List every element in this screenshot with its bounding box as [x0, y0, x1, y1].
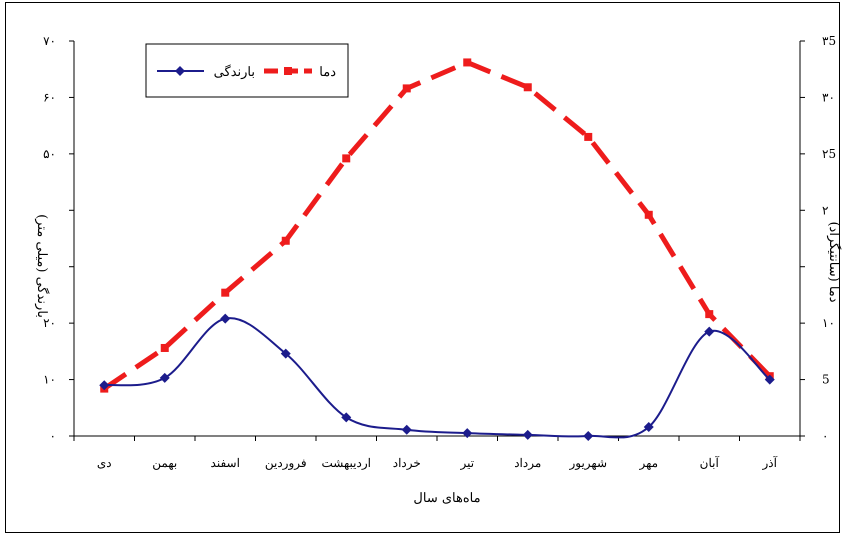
x-tick-label: مهر	[638, 456, 658, 470]
x-tick-label: تیر	[459, 456, 474, 470]
temperature-point	[402, 84, 411, 93]
temperature-point	[463, 58, 472, 67]
temperature-point	[523, 83, 532, 92]
rainfall-point	[280, 348, 291, 359]
left-y-tick-label: ۶۰	[43, 90, 56, 104]
temperature-series-line	[102, 59, 772, 391]
right-y-axis-title: دما (سانتیگراد)	[826, 221, 842, 302]
temperature-point	[281, 236, 290, 245]
left-y-tick-label: ۵۰	[43, 147, 56, 161]
x-tick-label: خرداد	[393, 456, 421, 470]
legend: بارندگی دما	[145, 43, 349, 98]
chart-axes: ۰ ۱۰ ۲۰ ۵۰ ۶۰ ۷۰ ۰ 5 ۱۰ ۲ ۲5 ۳۰ ۳5 دی بهمن اسفند فروردین…	[43, 34, 836, 470]
right-y-tick-label: 5	[822, 373, 830, 387]
left-y-tick-label: ۷۰	[43, 34, 56, 48]
rainfall-point	[99, 380, 110, 391]
rainfall-point	[583, 431, 594, 441]
rainfall-point	[522, 429, 533, 440]
rainfall-point	[764, 374, 775, 385]
rainfall-point	[220, 313, 231, 324]
right-y-tick-label: ۳5	[822, 34, 836, 48]
left-y-tick-label: ۱۰	[43, 373, 56, 387]
x-tick-label: فروردین	[265, 456, 307, 470]
rainfall-series-line	[104, 317, 771, 439]
rainfall-point	[341, 412, 352, 423]
x-tick-label: اسفند	[211, 456, 240, 470]
chart-series	[99, 58, 775, 441]
rainfall-point	[704, 326, 715, 337]
temperature-point	[342, 154, 351, 163]
legend-rainfall-label: بارندگی	[214, 64, 255, 80]
x-tick-label: مرداد	[514, 456, 541, 470]
x-tick-label: اردیبهشت	[322, 456, 371, 470]
x-tick-label: آذر	[762, 455, 778, 470]
rainfall-point	[643, 421, 654, 432]
temperature-point	[584, 132, 593, 141]
x-tick-label: دی	[97, 456, 112, 470]
legend-rainfall-marker	[175, 66, 185, 76]
chart-frame	[5, 2, 840, 533]
right-y-tick-label: ۲	[822, 203, 828, 217]
left-y-tick-label: ۲۰	[43, 316, 56, 330]
rainfall-point	[159, 372, 170, 383]
x-tick-label: بهمن	[152, 456, 177, 470]
x-tick-label: آبان	[700, 455, 720, 470]
chart-labels: ماه‌های سال بارندگی (میلی متر) دما (سانت…	[34, 214, 842, 506]
right-y-tick-label: ۱۰	[822, 316, 835, 330]
rainfall-point	[462, 428, 473, 439]
temperature-point	[221, 288, 230, 297]
x-tick-label: شهریور	[568, 456, 607, 470]
left-y-axis-title: بارندگی (میلی متر)	[34, 214, 50, 318]
temperature-point	[644, 210, 653, 219]
temperature-point	[160, 343, 169, 352]
right-y-tick-label: ۲5	[822, 147, 836, 161]
rainfall-point	[401, 424, 412, 435]
left-y-tick-label: ۰	[50, 429, 56, 443]
x-axis-title: ماه‌های سال	[413, 491, 480, 506]
right-y-tick-label: ۰	[822, 429, 828, 443]
temperature-point	[705, 310, 714, 319]
legend-temperature-marker	[284, 67, 292, 75]
legend-temperature-label: دما	[319, 65, 336, 80]
right-y-tick-label: ۳۰	[822, 90, 835, 104]
